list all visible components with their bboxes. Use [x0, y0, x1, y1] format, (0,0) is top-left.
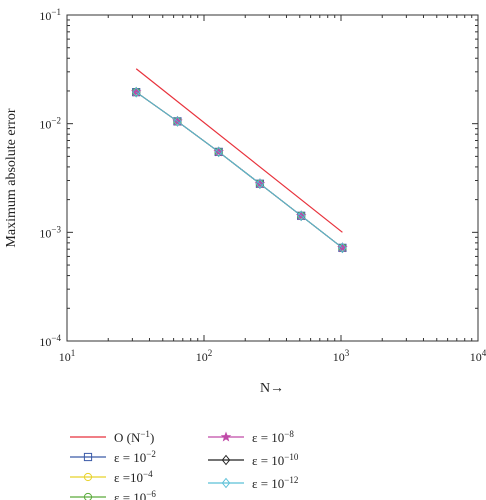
data-point-marker — [173, 116, 182, 127]
x-tick-label: 103 — [333, 348, 350, 364]
x-tick-label-exp: 4 — [482, 348, 486, 358]
x-tick-label: 104 — [470, 348, 486, 364]
legend-label-series-main: ε = 10 — [114, 490, 146, 500]
legend-label-series-main: ε =10 — [114, 470, 143, 485]
legend-label-series-exp: −6 — [146, 489, 156, 499]
legend-label-series-exp: −8 — [284, 429, 294, 439]
x-axis-title: N→ — [260, 381, 284, 396]
y-tick-label: 10−2 — [39, 116, 61, 132]
y-tick-label-base: 10 — [39, 226, 51, 240]
legend-label-series: ε = 10−10 — [252, 452, 299, 468]
legend-swatch-marker — [221, 477, 231, 489]
series-eps-5 — [131, 86, 347, 254]
series-line — [135, 91, 343, 249]
y-tick-label-exp: −4 — [51, 333, 61, 343]
legend-label-series-main: ε = 10 — [252, 453, 284, 468]
plot-frame — [66, 14, 479, 342]
series-line — [135, 91, 343, 249]
legend-label-reference-exp: −1 — [140, 429, 150, 439]
series-eps-1 — [132, 88, 347, 252]
legend-swatch-marker — [83, 452, 93, 462]
legend-swatch-marker — [83, 472, 93, 482]
legend-label-reference-tail: ) — [150, 430, 154, 445]
legend-label-series: ε =10−4 — [114, 469, 153, 485]
x-tick-label-base: 10 — [196, 350, 208, 364]
legend-label-series-exp: −2 — [146, 449, 156, 459]
series-eps-2 — [132, 88, 347, 252]
series-layer — [130, 68, 348, 254]
y-tick-label-base: 10 — [39, 118, 51, 132]
series-line — [135, 91, 343, 249]
y-tick-label-exp: −3 — [51, 224, 61, 234]
x-tick-label-exp: 2 — [208, 348, 213, 358]
y-tick-label-exp: −2 — [51, 116, 61, 126]
data-point-marker — [214, 146, 223, 158]
y-tick-label: 10−1 — [39, 7, 61, 23]
legend-label-series: ε = 10−2 — [114, 449, 156, 465]
x-tick-label: 101 — [59, 348, 76, 364]
x-tick-label-base: 10 — [470, 350, 482, 364]
series-line — [135, 91, 343, 249]
reference-line-order-n-inverse — [135, 68, 343, 233]
data-point-marker — [131, 86, 141, 98]
legend-label-series: ε = 10−12 — [252, 475, 298, 491]
series-eps-0 — [132, 88, 347, 252]
y-tick-label-exp: −1 — [51, 7, 61, 17]
legend-label-series-main: ε = 10 — [252, 430, 284, 445]
legend-swatch-marker — [221, 454, 231, 466]
x-tick-label-base: 10 — [59, 350, 71, 364]
data-point-marker — [296, 210, 306, 222]
legend-label-series-main: ε = 10 — [114, 450, 146, 465]
legend-label-series: ε = 10−6 — [114, 489, 156, 500]
legend-label-series-main: ε = 10 — [252, 476, 284, 491]
series-line — [135, 91, 343, 249]
x-tick-label: 102 — [196, 348, 213, 364]
data-point-marker — [130, 86, 142, 97]
legend-label-reference-main: O (N — [114, 430, 141, 445]
y-tick-label: 10−4 — [39, 333, 61, 349]
legend-label-series-exp: −12 — [284, 475, 298, 485]
x-tick-label-exp: 1 — [71, 348, 76, 358]
data-point-marker — [338, 242, 347, 254]
legend-label-series-exp: −10 — [284, 452, 299, 462]
data-point-marker — [255, 178, 265, 190]
y-tick-label-base: 10 — [39, 9, 51, 23]
x-tick-label-exp: 3 — [345, 348, 350, 358]
series-line — [135, 91, 343, 249]
y-axis-title: Maximum absolute error — [4, 108, 19, 248]
y-tick-label: 10−3 — [39, 224, 61, 240]
legend-swatch-marker — [83, 492, 93, 500]
legend: O (N−1)ε = 10−2ε =10−4ε = 10−6ε = 10−8ε … — [70, 429, 299, 500]
legend-label-series: ε = 10−8 — [252, 429, 294, 445]
y-tick-label-base: 10 — [39, 335, 51, 349]
x-tick-label-base: 10 — [333, 350, 345, 364]
legend-swatch-marker — [220, 431, 232, 442]
legend-label-reference: O (N−1) — [114, 429, 154, 445]
legend-label-series-exp: −4 — [143, 469, 153, 479]
